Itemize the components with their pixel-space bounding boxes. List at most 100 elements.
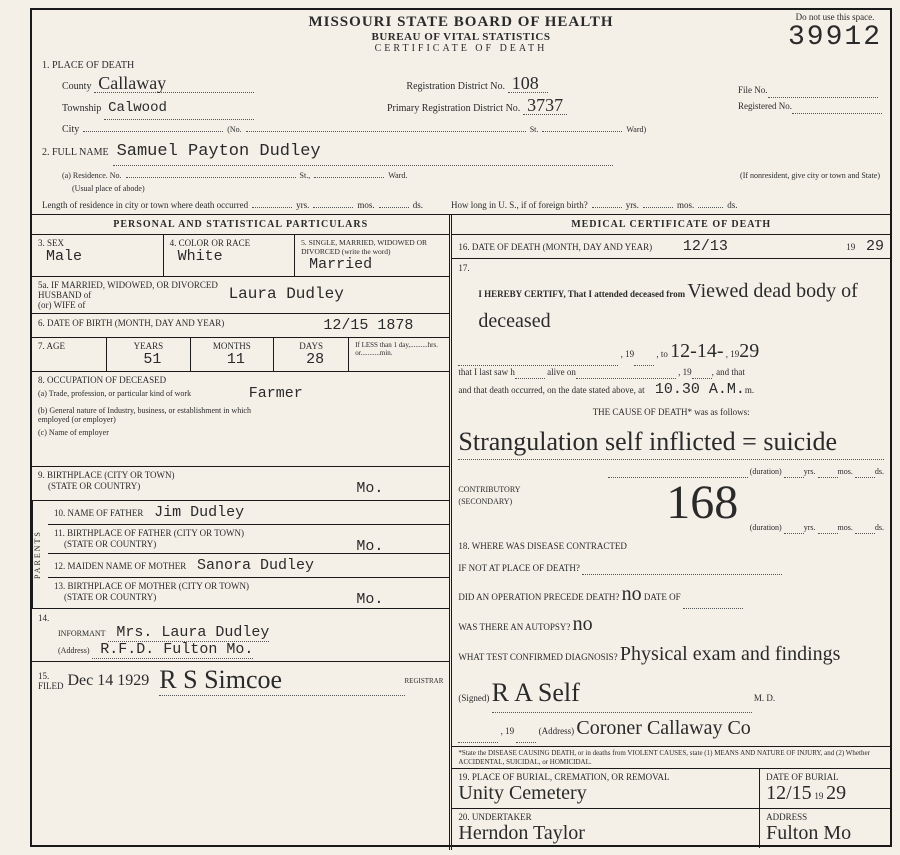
father-bp-value: Mo. (348, 538, 383, 555)
occ-a-label: (a) Trade, profession, or particular kin… (38, 389, 241, 398)
cause-label: THE CAUSE OF DEATH* was as follows: (593, 407, 750, 417)
occupation-value: Farmer (241, 385, 303, 402)
autopsy-label: WAS THERE AN AUTOPSY? (458, 622, 570, 632)
prim-reg-label: Primary Registration District No. (387, 103, 520, 114)
registrar-label: REGISTRAR (405, 677, 444, 685)
medical-header: MEDICAL CERTIFICATE OF DEATH (452, 215, 890, 235)
autopsy-value: no (573, 613, 593, 635)
mother-bp-label: 13. BIRTHPLACE OF MOTHER (CITY OR TOWN) (54, 581, 443, 591)
cause-footnote: *State the DISEASE CAUSING DEATH, or in … (452, 747, 890, 768)
informant-title: INFORMANT (58, 629, 106, 638)
parents-label: PARENTS (32, 501, 48, 608)
residence-note: (Usual place of abode) (72, 183, 145, 196)
header-title: MISSOURI STATE BOARD OF HEALTH (32, 14, 890, 31)
st-label: St. (530, 124, 539, 137)
birthplace-value: Mo. (348, 480, 383, 497)
foreign-label: How long in U. S., if of foreign birth? (451, 198, 588, 212)
residence-st: St., (300, 170, 311, 183)
informant-addr-label: (Address) (58, 646, 90, 655)
contracted-label: 18. WHERE WAS DISEASE CONTRACTED (458, 540, 884, 554)
county-value: Callaway (94, 74, 254, 93)
residence-label: (a) Residence. No. (62, 170, 122, 183)
township-value: Calwood (104, 97, 254, 120)
mother-bp-value: Mo. (348, 591, 383, 608)
informant-value: Mrs. Laura Dudley (108, 624, 269, 642)
file-reg-box: File No. Registered No. (738, 82, 882, 114)
ds-label: ds. (413, 198, 423, 212)
burial-place: Unity Cemetery (458, 782, 753, 805)
registered-no-label: Registered No. (738, 101, 792, 111)
city-label: City (62, 122, 79, 138)
residence-ward: Ward. (388, 170, 407, 183)
physician-address: Coroner Callaway Co (576, 717, 750, 739)
dob-value: 12/15 1878 (315, 317, 413, 334)
medical-column: MEDICAL CERTIFICATE OF DEATH 16. DATE OF… (452, 215, 890, 850)
viewed-value: Viewed dead body of deceased (478, 280, 857, 332)
undertaker-value: Herndon Taylor (458, 822, 753, 845)
informant-num: 14. (38, 613, 49, 623)
mother-label: 12. MAIDEN NAME OF MOTHER (54, 561, 186, 571)
undertaker-addr: Fulton Mo (766, 822, 884, 845)
operation-value: no (622, 583, 642, 605)
years-label: YEARS (113, 341, 183, 351)
certify-text: I HEREBY CERTIFY, That I attended deceas… (478, 289, 685, 299)
burial-label: 19. PLACE OF BURIAL, CREMATION, OR REMOV… (458, 772, 753, 782)
months-label: MONTHS (197, 341, 267, 351)
contributory-label: CONTRIBUTORY (SECONDARY) (458, 484, 520, 522)
dod-year: 29 (858, 238, 884, 255)
informant-addr-value: R.F.D. Fulton Mo. (92, 641, 253, 659)
birthplace-label: 9. BIRTHPLACE (CITY OR TOWN) (38, 470, 443, 480)
days-value: 28 (280, 351, 342, 368)
dod-label: 16. DATE OF DEATH (MONTH, DAY AND YEAR) (458, 242, 652, 252)
no-label: (No. (227, 124, 241, 137)
ward-label: Ward) (626, 124, 646, 137)
burial-year: 29 (826, 782, 846, 804)
yrs-label: yrs. (296, 198, 309, 212)
personal-header: PERSONAL AND STATISTICAL PARTICULARS (32, 215, 449, 235)
years-value: 51 (113, 351, 183, 368)
fullname-label: 2. FULL NAME (42, 145, 109, 161)
reg-dist-label: Registration District No. (406, 81, 505, 92)
spouse-label: 5a. IF MARRIED, WIDOWED, OR DIVORCED HUS… (38, 280, 218, 310)
death-certificate: MISSOURI STATE BOARD OF HEALTH BUREAU OF… (30, 8, 892, 847)
signed-label: (Signed) (458, 693, 489, 703)
dob-label: 6. DATE OF BIRTH (MONTH, DAY AND YEAR) (38, 318, 224, 328)
physician-signature: R A Self (492, 673, 752, 713)
less-label: If LESS than 1 day,..........hrs. or....… (355, 341, 443, 357)
prim-reg-value: 3737 (523, 96, 567, 115)
filed-label: 15. FILED (38, 671, 64, 691)
burial-date-label: DATE OF BURIAL (766, 772, 884, 782)
cause-of-death: Strangulation self inflicted = suicide (458, 425, 884, 460)
test-label: WHAT TEST CONFIRMED DIAGNOSIS? (458, 652, 617, 662)
state-label: (STATE OR COUNTRY) (38, 481, 140, 491)
days-label: DAYS (280, 341, 342, 351)
father-value: Jim Dudley (146, 504, 244, 521)
sex-label: 3. SEX (38, 238, 157, 248)
fullname-value: Samuel Payton Dudley (113, 138, 613, 166)
time-value: 10.30 A.M. (647, 381, 745, 398)
township-label: Township (62, 103, 101, 114)
occ-b-label: (b) General nature of Industry, business… (38, 406, 281, 424)
attended-year: 29 (739, 340, 759, 362)
race-label: 4. COLOR OR RACE (170, 238, 289, 248)
attended-to: 12-14- (670, 340, 723, 362)
age-label: 7. AGE (38, 341, 100, 351)
file-no-label: File No. (738, 85, 768, 95)
spouse-value: Laura Dudley (221, 285, 344, 303)
county-label: County (62, 81, 91, 92)
undertaker-label: 20. UNDERTAKER (458, 812, 753, 822)
operation-label: DID AN OPERATION PRECEDE DEATH? (458, 592, 619, 602)
burial-date: 12/15 (766, 782, 812, 804)
death-occurred-label: and that death occurred, on the date sta… (458, 385, 644, 395)
nonres-note: (If nonresident, give city or town and S… (740, 170, 880, 183)
place-of-death-label: 1. PLACE OF DEATH (42, 58, 134, 74)
dod-value: 12/13 (675, 238, 728, 255)
occ-label: 8. OCCUPATION OF DECEASED (38, 375, 443, 385)
sex-value: Male (38, 248, 157, 265)
months-value: 11 (197, 351, 267, 368)
mother-value: Sanora Dudley (189, 557, 314, 574)
personal-column: PERSONAL AND STATISTICAL PARTICULARS 3. … (32, 215, 452, 850)
father-bp-label: 11. BIRTHPLACE OF FATHER (CITY OR TOWN) (54, 528, 443, 538)
father-label: 10. NAME OF FATHER (54, 508, 143, 518)
reg-dist-value: 108 (508, 74, 548, 93)
